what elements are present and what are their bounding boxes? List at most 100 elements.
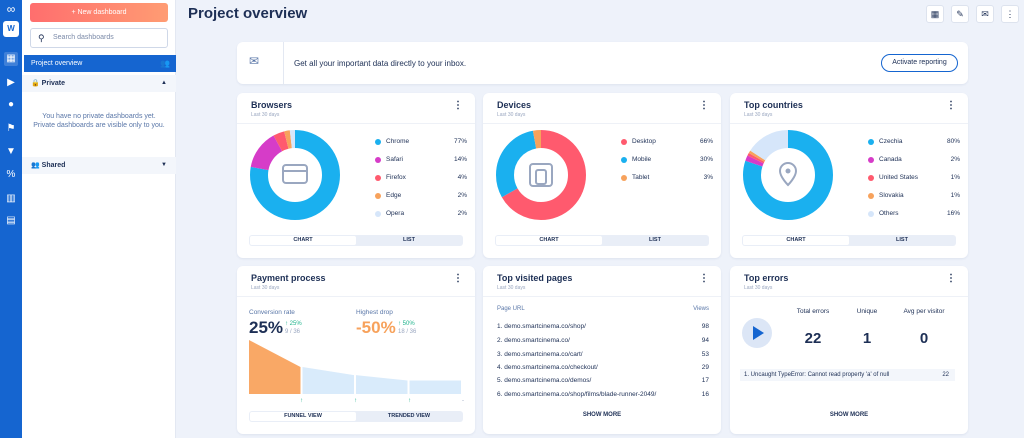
page-views: 94 [701, 337, 709, 344]
funnel-step-arrow: ↑ [408, 398, 411, 404]
total-errors-label: Total errors [796, 308, 830, 315]
show-more-button[interactable]: SHOW MORE [829, 412, 869, 418]
divider [483, 123, 721, 124]
legend-item: Others 16% [868, 209, 960, 227]
legend-label: Others [879, 210, 899, 217]
play-icon[interactable]: ▶ [7, 77, 15, 88]
table-row[interactable]: 4. demo.smartcinema.co/checkout/29 [497, 364, 709, 377]
chart-list-toggle: CHART LIST [495, 235, 709, 246]
lock-icon: 🔒 [31, 80, 40, 87]
show-more-button[interactable]: SHOW MORE [582, 412, 622, 418]
card-menu-icon[interactable]: ⋮ [453, 100, 463, 111]
table-row[interactable]: 6. demo.smartcinema.co/shop/films/blade-… [497, 391, 709, 404]
countries-donut-chart [743, 130, 833, 220]
drop-icon[interactable]: ● [7, 99, 15, 110]
layout-grid-button[interactable]: ▦ [926, 5, 944, 23]
shared-section-header[interactable]: 👥 Shared ▼ [22, 157, 176, 174]
legend-dot [868, 211, 874, 217]
mail-fast-icon: ✉ [249, 54, 260, 68]
legend-dot [375, 193, 381, 199]
legend-label: Canada [879, 156, 902, 163]
bar-chart-icon[interactable]: ▥ [6, 193, 16, 204]
list-tab[interactable]: LIST [649, 237, 661, 243]
new-dashboard-button[interactable]: + New dashboard [30, 3, 168, 22]
email-button[interactable]: ✉ [976, 5, 994, 23]
edit-button[interactable]: ✎ [951, 5, 969, 23]
legend-value: 2% [457, 192, 467, 199]
dashboards-icon[interactable]: ▦ [4, 52, 18, 66]
error-count: 22 [942, 372, 949, 378]
card-title: Top visited pages [497, 273, 573, 283]
list-tab[interactable]: LIST [403, 237, 415, 243]
donut-slice-tablet[interactable] [496, 130, 586, 220]
devices-legend: Desktop 66% Mobile 30% Tablet 3% [621, 137, 713, 191]
legend-dot [621, 157, 627, 163]
page-title: Project overview [188, 5, 308, 22]
top-pages-card: Top visited pages Last 30 days ⋮ Page UR… [483, 266, 721, 434]
list-tab[interactable]: LIST [896, 237, 908, 243]
legend-item: Tablet 3% [621, 173, 713, 191]
legend-dot [621, 175, 627, 181]
divider [483, 296, 721, 297]
trended-view-tab[interactable]: TRENDED VIEW [387, 413, 431, 419]
table-row[interactable]: 3. demo.smartcinema.co/cart/53 [497, 351, 709, 364]
search-input[interactable]: ⚲ Search dashboards [30, 28, 168, 48]
top-bar: Project overview ▦ ✎ ✉ ⋮ [176, 0, 1024, 32]
card-menu-icon[interactable]: ⋮ [699, 100, 709, 111]
chart-tab[interactable]: CHART [743, 236, 849, 245]
archive-icon[interactable]: ▤ [6, 215, 16, 226]
error-message: 1. Uncaught TypeError: Cannot read prope… [744, 372, 890, 378]
group-icon: 👥 [160, 59, 170, 68]
infinity-logo-icon[interactable]: ∞ [6, 2, 16, 16]
legend-label: United States [879, 174, 919, 181]
funnel-step[interactable] [302, 367, 355, 394]
card-title: Devices [497, 100, 532, 110]
activate-reporting-button[interactable]: Activate reporting [881, 54, 958, 72]
percent-icon[interactable]: % [6, 169, 16, 180]
card-subtitle: Last 30 days [744, 112, 773, 118]
legend-label: Edge [386, 192, 402, 199]
chart-tab[interactable]: CHART [250, 236, 356, 245]
sidebar-item-project-overview[interactable]: Project overview 👥 [24, 55, 176, 72]
card-menu-icon[interactable]: ⋮ [699, 273, 709, 284]
divider [730, 296, 968, 297]
legend-value: 3% [703, 174, 713, 181]
funnel-step-arrow: ↑ [300, 398, 303, 404]
error-row[interactable]: 1. Uncaught TypeError: Cannot read prope… [740, 369, 955, 381]
chart-tab[interactable]: CHART [496, 236, 602, 245]
funnel-step[interactable] [356, 375, 408, 394]
total-errors-value: 22 [804, 330, 822, 347]
unique-value: 1 [862, 330, 872, 347]
card-menu-icon[interactable]: ⋮ [946, 273, 956, 284]
table-row[interactable]: 1. demo.smartcinema.co/shop/98 [497, 323, 709, 336]
donut-slice-opera[interactable] [250, 130, 340, 220]
flag-icon[interactable]: ⚑ [6, 123, 16, 134]
divider [283, 42, 284, 84]
location-pin-icon [778, 161, 798, 187]
legend-item: Desktop 66% [621, 137, 713, 155]
more-menu-button[interactable]: ⋮ [1001, 5, 1019, 23]
card-menu-icon[interactable]: ⋮ [946, 100, 956, 111]
funnel-icon[interactable]: ▼ [6, 146, 16, 157]
legend-item: Opera 2% [375, 209, 467, 227]
page-url: 6. demo.smartcinema.co/shop/films/blade-… [497, 391, 657, 398]
table-row[interactable]: 5. demo.smartcinema.co/demos/17 [497, 377, 709, 390]
funnel-step[interactable] [409, 380, 462, 395]
card-menu-icon[interactable]: ⋮ [453, 273, 463, 284]
funnel-step[interactable] [249, 340, 301, 394]
legend-dot [375, 175, 381, 181]
private-section-header[interactable]: 🔒 Private ▲ [22, 75, 176, 92]
conversion-rate-value: 25% [249, 318, 284, 337]
donut-slice-others[interactable] [743, 130, 833, 220]
funnel-view-tab[interactable]: FUNNEL VIEW [250, 412, 356, 421]
legend-value: 66% [699, 138, 713, 145]
play-icon[interactable] [742, 318, 772, 348]
page-url-header: Page URL [497, 306, 525, 312]
legend-item: Slovakia 1% [868, 191, 960, 209]
legend-value: 77% [453, 138, 467, 145]
views-header: Views [693, 306, 709, 312]
workspace-avatar[interactable]: W [3, 21, 19, 37]
page-url: 2. demo.smartcinema.co/ [497, 337, 570, 344]
donut-slice-mobile[interactable] [496, 130, 586, 220]
table-row[interactable]: 2. demo.smartcinema.co/94 [497, 337, 709, 350]
